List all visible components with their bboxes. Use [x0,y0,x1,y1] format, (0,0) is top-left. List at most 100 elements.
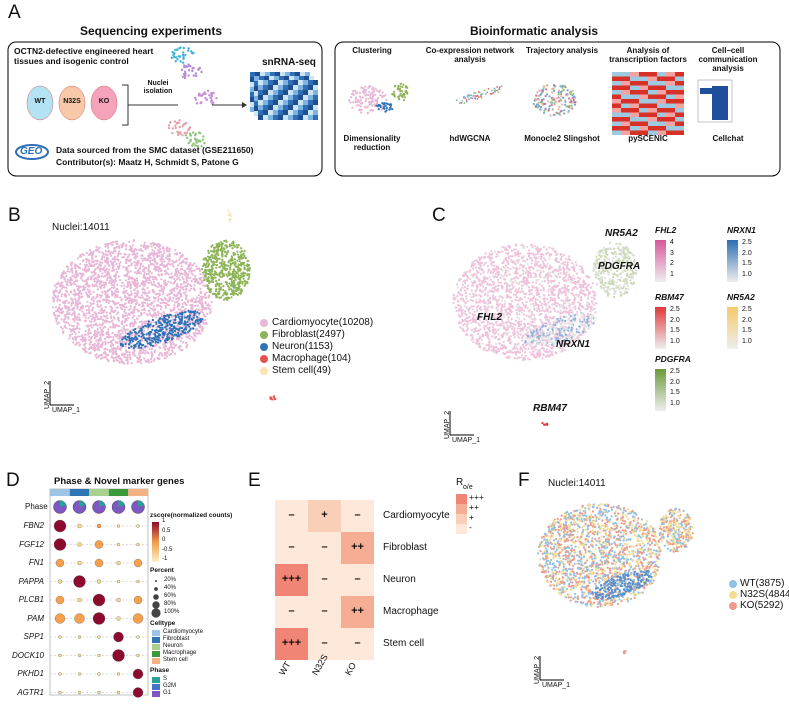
cell-point [513,331,516,334]
cell-point [230,277,233,280]
cell-point [76,316,79,319]
cell-point [67,306,71,309]
cell-point [199,94,202,97]
cell-point [533,99,536,102]
heat-cell [273,90,278,95]
cell-point [201,138,204,142]
cell-point [54,306,57,309]
cell-point [57,291,60,295]
cell-point [188,315,191,318]
cell-point [91,264,94,268]
cell-point [194,72,198,75]
cell-point [128,240,131,243]
heat-cell [675,81,684,86]
cell-point [496,324,499,327]
cell-point [133,256,136,259]
cell-point [214,246,217,249]
cell-point [203,314,206,317]
cell-point [181,51,185,54]
heat-cell [258,100,263,105]
cell-point [132,311,136,314]
cell-point [151,318,155,322]
cell-point [84,338,88,342]
cell-point [151,252,154,255]
cell-point [162,343,165,346]
cell-point [87,328,90,331]
cell-point [104,341,107,345]
cell-point [190,285,193,288]
cell-point [558,105,561,108]
cell-point [151,332,154,335]
cell-point [153,277,157,280]
cell-point [201,268,204,271]
cell-point [118,250,121,253]
cell-point [55,286,58,289]
cell-point [164,298,167,301]
cell-point [84,314,87,317]
cell-point [222,288,225,292]
cell-point [369,101,372,104]
cell-point [494,90,496,93]
cell-point [140,362,143,365]
cell-point [236,268,239,271]
cell-point [196,144,199,148]
cell-point [70,268,73,271]
cell-point [121,303,124,307]
cell-point [187,276,190,279]
heat-cell [639,112,648,117]
cell-point [391,108,394,111]
cell-point [137,344,140,348]
cell-point [72,329,75,333]
cell-point [108,311,112,315]
cell-point [93,316,96,319]
cell-point [182,259,185,262]
cell-point [56,295,60,298]
cell-point [187,141,191,145]
cell-point [123,284,126,287]
cell-point [126,258,129,261]
cell-point [496,89,499,92]
cell-point [114,272,117,275]
cell-point [98,294,101,297]
cell-point [130,264,133,267]
cell-point [101,272,104,275]
cell-point [113,286,116,289]
cell-point [184,331,187,334]
cell-point [236,259,239,262]
cell-point [113,347,116,350]
cell-point [237,253,240,256]
cell-point [572,274,575,277]
cell-point [561,86,564,89]
cell-point [389,106,392,109]
cell-point [145,297,148,300]
cell-point [184,272,188,275]
cell-point [113,246,116,249]
heat-cell [639,90,648,95]
cell-point [553,102,556,105]
cell-point [133,300,136,303]
cell-point [161,253,164,257]
heat-cell [675,108,684,113]
cell-point [207,249,210,252]
heat-cell [254,81,259,86]
heat-cell [263,85,268,90]
cell-point [147,320,150,323]
cell-point [357,98,360,102]
cell-point [146,279,149,282]
cell-point [191,264,194,267]
heat-cell [657,121,666,126]
heat-cell [639,94,648,99]
cell-point [192,74,195,77]
cell-point [161,298,164,302]
cell-point [115,352,118,355]
cell-point [54,290,57,293]
cell-point [195,278,198,281]
heat-cell [304,76,309,81]
cell-point [105,290,108,293]
cell-point [177,308,180,311]
heat-cell [273,85,278,90]
heat-cell [305,72,310,77]
cell-point [559,98,562,101]
cell-point [227,250,230,253]
cell-point [471,261,475,264]
